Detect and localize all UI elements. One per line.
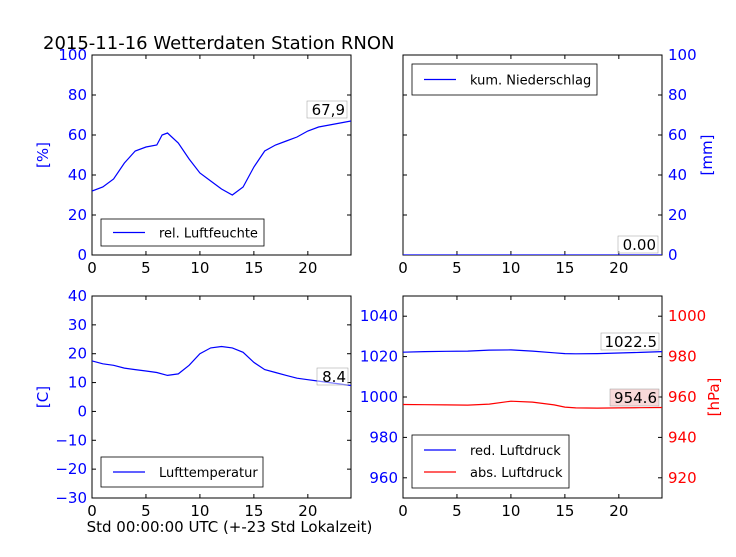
value-label: 1022.5 — [605, 333, 658, 351]
y-right-axis-label: [hPa] — [705, 378, 723, 417]
panel-temperature: 0 5 10 15 20 −30 −20 −10 0 10 20 30 40 [C] Std 00:00:0… — [34, 287, 372, 536]
plot-frame — [91, 295, 352, 499]
y-tick-label: 0 — [77, 402, 87, 420]
series-line-pressure-0 — [403, 349, 662, 355]
y-right-tick-label: 1000 — [668, 307, 706, 325]
x-tick-label: 5 — [141, 259, 151, 277]
value-label-box — [306, 100, 348, 119]
y-right-tick-label: 940 — [668, 428, 697, 446]
y-tick-label: 1020 — [360, 348, 398, 366]
legend-box — [411, 434, 570, 489]
y-tick-label: 1040 — [360, 307, 398, 325]
x-tick-label: 20 — [298, 502, 317, 520]
y-tick-label: 0 — [668, 246, 678, 264]
x-tick-label: 10 — [501, 259, 520, 277]
y-tick-label: 20 — [68, 345, 87, 363]
x-tick-label: 0 — [398, 259, 408, 277]
y-axis-label: [%] — [34, 142, 52, 168]
value-label-box — [617, 235, 659, 254]
y-right-tick-label: 960 — [668, 388, 697, 406]
legend-label: abs. Luftdruck — [470, 466, 563, 481]
legend-label: kum. Niederschlag — [470, 74, 591, 89]
panel-pressure: 0 5 10 15 20 960 980 1000 1020 1040 920 940 960 980 10… — [360, 295, 723, 520]
value-label: 0.00 — [623, 236, 656, 254]
x-tick-label: 15 — [555, 502, 574, 520]
x-tick-label: 20 — [609, 259, 628, 277]
y-axis-label: [mm] — [698, 135, 716, 176]
y-tick-label: 40 — [668, 166, 687, 184]
y-tick-label: 960 — [369, 469, 398, 487]
x-tick-label: 15 — [244, 259, 263, 277]
value-label-right: 954.6 — [614, 389, 657, 407]
y-tick-label: −30 — [55, 489, 87, 507]
value-label-box — [316, 367, 349, 386]
y-tick-label: −20 — [55, 460, 87, 478]
y-tick-label: 0 — [77, 246, 87, 264]
value-label-right-box — [609, 388, 660, 407]
y-tick-label: 20 — [668, 206, 687, 224]
series-line-pressure-1 — [403, 400, 662, 409]
y-tick-label: 1000 — [360, 388, 398, 406]
value-label: 67,9 — [312, 101, 345, 119]
x-tick-label: 0 — [87, 259, 97, 277]
x-tick-label: 20 — [609, 502, 628, 520]
y-tick-label: 80 — [668, 86, 687, 104]
y-tick-label: 60 — [68, 126, 87, 144]
series-line-humidity-0 — [92, 120, 351, 196]
value-label-box — [600, 332, 660, 351]
x-tick-label: 15 — [244, 502, 263, 520]
y-tick-label: 40 — [68, 287, 87, 305]
y-tick-label: 30 — [68, 316, 87, 334]
x-tick-label: 0 — [87, 502, 97, 520]
y-tick-label: 20 — [68, 206, 87, 224]
legend-label: rel. Luftfeuchte — [159, 227, 258, 242]
x-tick-label: 15 — [555, 259, 574, 277]
x-axis-label: Std 00:00:00 UTC (+-23 Std Lokalzeit) — [87, 518, 373, 536]
y-tick-label: 980 — [369, 428, 398, 446]
y-right-tick-label: 920 — [668, 469, 697, 487]
x-tick-label: 10 — [190, 502, 209, 520]
y-tick-label: 60 — [668, 126, 687, 144]
x-tick-label: 5 — [141, 502, 151, 520]
legend-label: Lufttemperatur — [159, 466, 258, 481]
y-tick-label: 10 — [68, 374, 87, 392]
y-tick-label: 100 — [58, 46, 87, 64]
figure-title: 2015-11-16 Wetterdaten Station RNON — [43, 33, 394, 54]
y-axis-label: [C] — [34, 386, 52, 408]
y-tick-label: 40 — [68, 166, 87, 184]
x-tick-label: 0 — [398, 502, 408, 520]
y-tick-label: −10 — [55, 431, 87, 449]
y-tick-label: 80 — [68, 86, 87, 104]
value-label: 8.4 — [322, 368, 346, 386]
x-tick-label: 5 — [452, 259, 462, 277]
legend-label: red. Luftdruck — [470, 444, 561, 459]
x-tick-label: 10 — [190, 259, 209, 277]
y-right-tick-label: 980 — [668, 348, 697, 366]
x-tick-label: 20 — [298, 259, 317, 277]
series-line-temperature-0 — [92, 345, 351, 387]
plot-frame — [91, 54, 352, 256]
panel-precipitation: 0 5 10 15 20 0 20 40 60 80 100 [mm] kum. Niederschla… — [398, 46, 716, 277]
y-tick-label: 100 — [668, 46, 697, 64]
panel-humidity: 0 5 10 15 20 0 20 40 60 80 100 [%] rel. Luftfeuchte 6… — [34, 46, 352, 277]
x-tick-label: 5 — [452, 502, 462, 520]
x-tick-label: 10 — [501, 502, 520, 520]
